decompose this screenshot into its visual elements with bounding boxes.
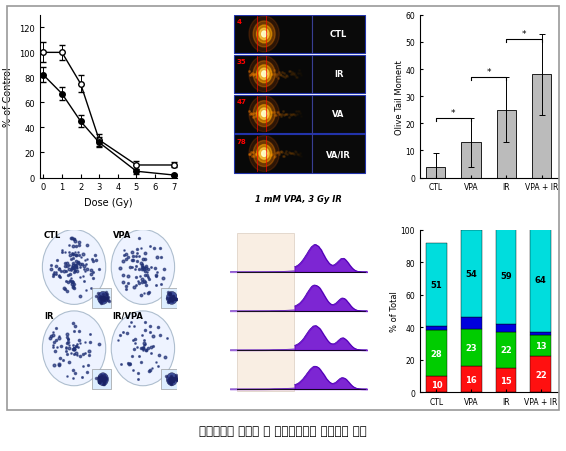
Circle shape [256,26,272,44]
Text: 35: 35 [237,59,246,65]
Bar [312,16,365,54]
Text: 10: 10 [431,380,442,389]
Circle shape [253,141,275,167]
Bar [530,357,551,392]
Text: CTL: CTL [330,30,347,39]
Bar [426,326,447,331]
Circle shape [253,22,275,48]
Bar [161,370,180,389]
Text: VPA: VPA [113,230,131,239]
Circle shape [261,151,267,157]
Circle shape [253,62,275,87]
Text: 13: 13 [535,341,547,350]
Circle shape [97,373,109,386]
Bar [426,376,447,392]
Text: 1 mM VPA, 3 Gy IR: 1 mM VPA, 3 Gy IR [255,194,342,203]
Bar [461,366,482,392]
Bar [312,135,365,173]
Bar [312,55,365,94]
Bar [496,324,516,332]
Text: CTL: CTL [44,230,61,239]
Circle shape [259,69,269,80]
Bar [426,243,447,326]
Bar [426,331,447,376]
Bar [237,233,294,391]
Text: *: * [522,30,526,39]
Bar [496,368,516,392]
Text: IR: IR [44,311,53,320]
Text: 4: 4 [237,19,242,25]
Text: *: * [451,109,456,118]
Circle shape [249,57,279,92]
Circle shape [261,111,267,117]
Bar [530,336,551,357]
Bar [496,110,516,178]
Circle shape [253,101,275,127]
Text: 22: 22 [500,345,512,354]
Bar [234,95,312,133]
Text: *: * [486,68,491,77]
Circle shape [256,145,272,163]
Bar [461,230,482,318]
Circle shape [42,230,106,305]
Text: 후보물질의 도출과 이 후보물질들의 작용기전 연구: 후보물질의 도출과 이 후보물질들의 작용기전 연구 [199,424,367,437]
Circle shape [166,373,177,386]
Circle shape [259,148,269,160]
Text: 54: 54 [465,269,477,278]
Bar [530,228,551,332]
Bar [532,75,551,178]
Bar [234,55,312,94]
Text: 15: 15 [500,376,512,385]
Text: 64: 64 [535,276,547,285]
Text: 51: 51 [431,280,443,289]
Bar [312,95,365,133]
Bar [234,135,312,173]
Circle shape [112,230,174,305]
Y-axis label: Olive Tail Moment: Olive Tail Moment [395,60,404,134]
Bar [530,332,551,336]
Circle shape [249,136,279,172]
Bar [461,143,481,178]
Circle shape [249,17,279,53]
Circle shape [112,311,174,386]
Y-axis label: % of Total: % of Total [390,291,399,331]
Circle shape [261,32,267,38]
Text: VA: VA [332,110,345,119]
Text: IR/VPA: IR/VPA [113,311,144,320]
Circle shape [259,29,269,41]
Bar [496,332,516,368]
Circle shape [259,109,269,120]
Text: 22: 22 [535,370,547,379]
Text: 59: 59 [500,272,512,281]
Text: 28: 28 [431,349,442,358]
Bar [461,318,482,329]
X-axis label: Dose (Gy): Dose (Gy) [84,198,133,207]
Circle shape [42,311,106,386]
Text: VA/IR: VA/IR [326,150,351,159]
Text: 23: 23 [465,343,477,352]
Y-axis label: % of Control: % of Control [3,67,14,127]
Bar [92,289,112,308]
Bar [234,16,312,54]
Bar [161,289,180,308]
Text: IR: IR [334,70,343,79]
Text: 16: 16 [465,375,477,384]
Circle shape [256,66,272,83]
Circle shape [261,72,267,78]
Bar [461,329,482,366]
Bar [426,167,445,178]
Circle shape [166,292,177,305]
Circle shape [97,292,109,305]
Circle shape [249,97,279,132]
Text: 47: 47 [237,99,246,105]
Bar [92,370,112,389]
Bar [496,228,516,324]
Text: 78: 78 [237,138,246,144]
Circle shape [256,106,272,123]
